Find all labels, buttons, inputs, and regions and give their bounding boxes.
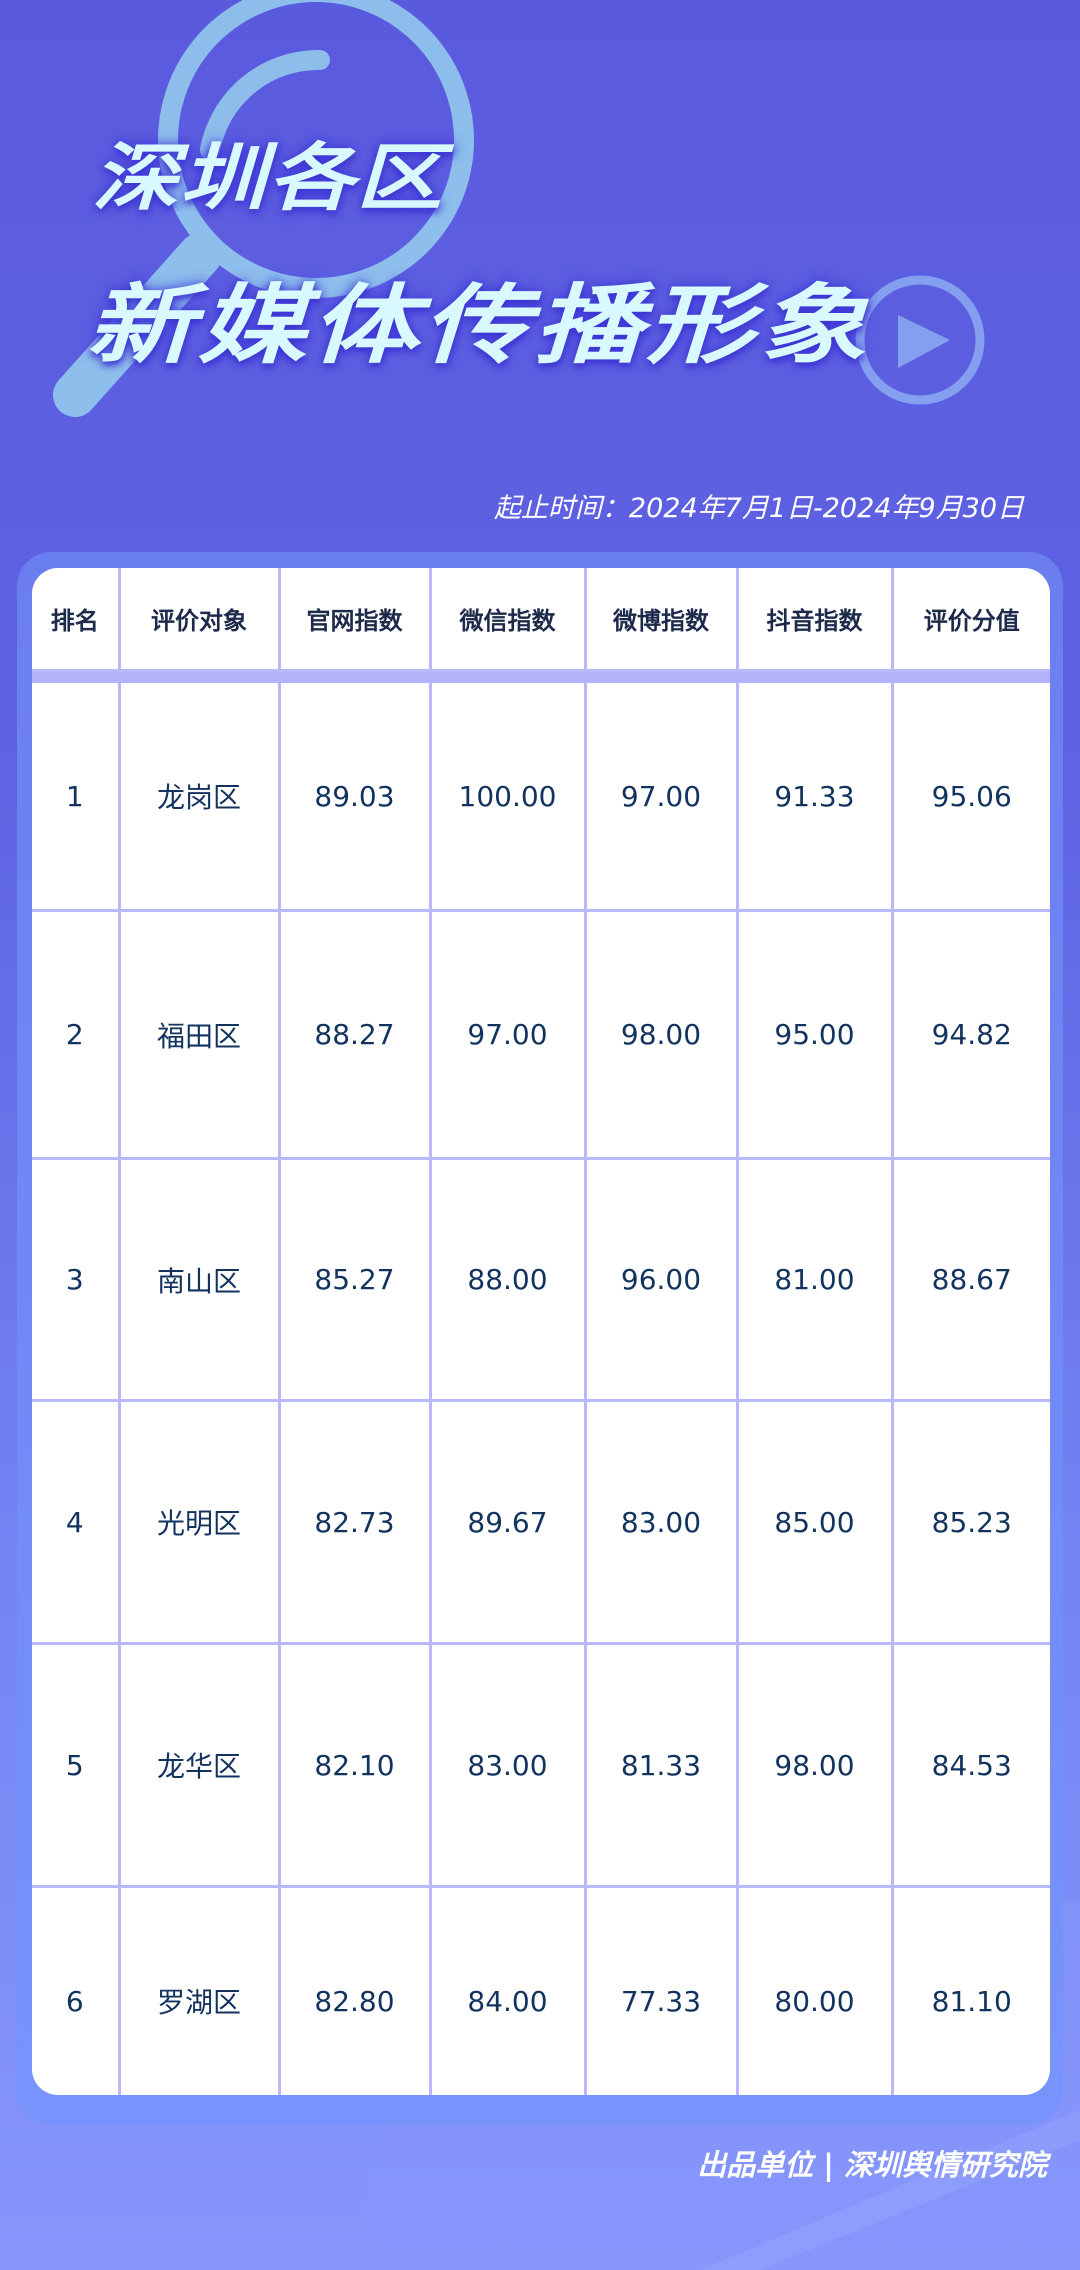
date-range: 起止时间：2024年7月1日-2024年9月30日 bbox=[493, 493, 1024, 524]
magnifier-icon bbox=[53, 0, 474, 417]
table-row: 3 南山区 85.27 88.00 96.00 81.00 88.67 bbox=[32, 1157, 1050, 1401]
cell-rank: 3 bbox=[32, 1157, 119, 1401]
cell-rank: 2 bbox=[32, 909, 119, 1159]
cell-website: 82.10 bbox=[277, 1642, 430, 1887]
cell-score: 94.82 bbox=[890, 909, 1050, 1159]
header-score: 评价分值 bbox=[890, 568, 1050, 671]
cell-rank: 1 bbox=[65, 779, 84, 813]
cell-wechat: 100.00 bbox=[428, 683, 585, 911]
cell-douyin: 95.00 bbox=[735, 909, 892, 1159]
cell-wechat: 97.00 bbox=[428, 909, 585, 1159]
table-row: 4 光明区 82.73 89.67 83.00 85.00 85.23 bbox=[32, 1399, 1050, 1644]
cell-wechat: 83.00 bbox=[428, 1642, 585, 1887]
cell-website: 88.27 bbox=[277, 909, 430, 1159]
table-row: 6 罗湖区 82.80 84.00 77.33 80.00 81.10 bbox=[32, 1885, 1050, 2095]
header-district: 评价对象 bbox=[117, 568, 279, 671]
cell-rank: 5 bbox=[32, 1642, 119, 1887]
cell-district: 光明区 bbox=[117, 1399, 279, 1644]
cell-wechat: 89.67 bbox=[428, 1399, 585, 1644]
cell-district: 罗湖区 bbox=[117, 1885, 279, 2095]
cell-rank: 4 bbox=[32, 1399, 119, 1644]
table-row: 2 福田区 88.27 97.00 98.00 95.00 94.82 bbox=[32, 909, 1050, 1159]
header-website: 官网指数 bbox=[277, 568, 430, 671]
cell-district: 南山区 bbox=[117, 1157, 279, 1401]
cell-weibo: 81.33 bbox=[583, 1642, 737, 1887]
header-divider bbox=[32, 669, 1050, 683]
cell-douyin: 91.33 bbox=[735, 683, 892, 911]
cell-weibo: 96.00 bbox=[583, 1157, 737, 1401]
play-icon bbox=[855, 275, 985, 405]
cell-district: 福田区 bbox=[117, 909, 279, 1159]
cell-wechat: 88.00 bbox=[428, 1157, 585, 1401]
cell-douyin: 80.00 bbox=[735, 1885, 892, 2095]
cell-weibo: 97.00 bbox=[583, 683, 737, 911]
cell-douyin: 85.00 bbox=[735, 1399, 892, 1644]
cell-weibo: 77.33 bbox=[583, 1885, 737, 2095]
cell-score: 88.67 bbox=[890, 1157, 1050, 1401]
cell-district: 龙岗区 bbox=[117, 683, 279, 911]
footer-credit: 出品单位 | 深圳舆情研究院 bbox=[697, 2148, 1047, 2182]
cell-weibo: 83.00 bbox=[583, 1399, 737, 1644]
cell-rank: 6 bbox=[32, 1885, 119, 2095]
header-weibo: 微博指数 bbox=[583, 568, 737, 671]
cell-wechat: 84.00 bbox=[428, 1885, 585, 2095]
cell-website: 82.80 bbox=[277, 1885, 430, 2095]
cell-website: 82.73 bbox=[277, 1399, 430, 1644]
cell-weibo: 98.00 bbox=[583, 909, 737, 1159]
cell-douyin: 81.00 bbox=[735, 1157, 892, 1401]
header-douyin: 抖音指数 bbox=[735, 568, 892, 671]
table-header: 排名 评价对象 官网指数 微信指数 微博指数 抖音指数 评价分值 bbox=[32, 568, 1050, 671]
title-line2: 新媒体传播形象 bbox=[86, 276, 871, 376]
cell-score: 84.53 bbox=[890, 1642, 1050, 1887]
cell-score: 81.10 bbox=[890, 1885, 1050, 2095]
cell-website: 89.03 bbox=[277, 683, 430, 911]
table-row: 1 龙岗区 89.03 100.00 97.00 91.33 95.06 bbox=[32, 683, 1050, 911]
table-row: 5 龙华区 82.10 83.00 81.33 98.00 84.53 bbox=[32, 1642, 1050, 1887]
cell-score: 95.06 bbox=[890, 683, 1050, 911]
title-line1: 深圳各区 bbox=[92, 135, 444, 221]
header-rank: 排名 bbox=[50, 607, 99, 635]
header-wechat: 微信指数 bbox=[428, 568, 585, 671]
cell-score: 85.23 bbox=[890, 1399, 1050, 1644]
header-divider-bar bbox=[32, 669, 1050, 683]
cell-douyin: 98.00 bbox=[735, 1642, 892, 1887]
cell-website: 85.27 bbox=[277, 1157, 430, 1401]
ranking-table: 排名 评价对象 官网指数 微信指数 微博指数 抖音指数 评价分值 1 龙岗区 89.… bbox=[32, 568, 1050, 2095]
cell-district: 龙华区 bbox=[117, 1642, 279, 1887]
